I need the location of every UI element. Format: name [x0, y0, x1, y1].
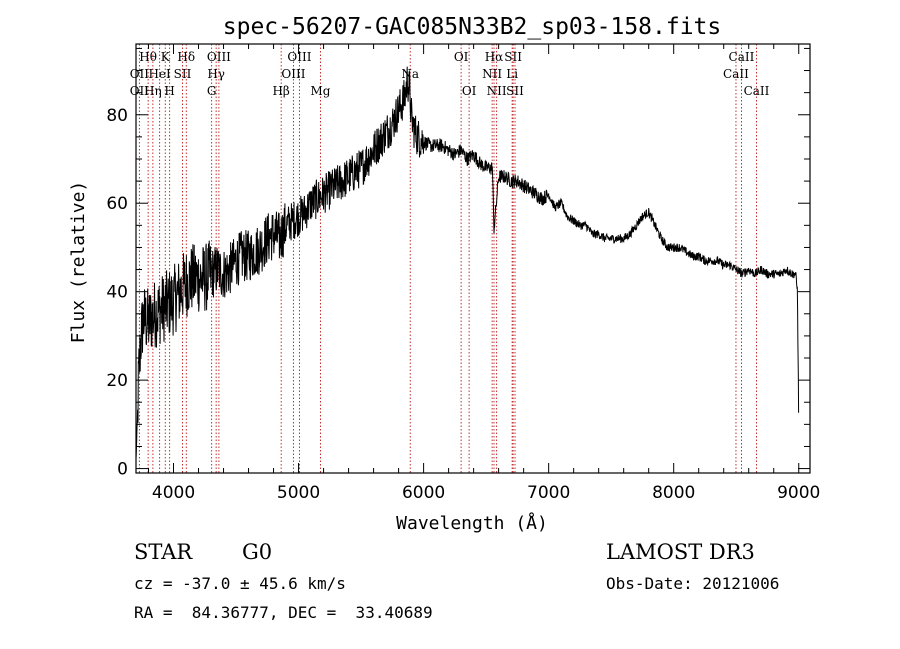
x-tick-label: 5000 — [277, 483, 320, 503]
redshift-velocity: cz = -37.0 ± 45.6 km/s — [134, 574, 346, 593]
y-tick-label: 0 — [117, 460, 128, 480]
line-marker-label: Hα — [485, 50, 504, 64]
line-marker-label: CaII — [723, 67, 749, 81]
line-marker-label: CaII — [729, 50, 755, 64]
x-tick-label: 8000 — [652, 483, 695, 503]
y-axis-label: Flux (relative) — [68, 181, 89, 344]
line-marker-label: OI — [462, 84, 477, 98]
line-marker-label: Hδ — [177, 50, 195, 64]
line-marker-label: OI — [454, 50, 469, 64]
line-marker-label: Na — [401, 67, 419, 81]
plot-frame — [135, 43, 811, 474]
line-marker-label: G — [207, 84, 217, 98]
object-subclass: G0 — [242, 540, 273, 564]
emission-line-labels: Hθ OII OII K HeI Hη H Hδ SII OIII Hγ G OIII OIII Hβ Mg N… — [130, 50, 770, 98]
line-marker-label: CaII — [744, 84, 770, 98]
line-marker-label: OIII — [287, 50, 311, 64]
chart-title: spec-56207-GAC085N33B2_sp03-158.fits — [223, 14, 722, 40]
spectrum-series-line — [135, 66, 800, 459]
y-tick-label: 20 — [106, 371, 128, 391]
line-marker-label: H — [164, 84, 174, 98]
line-marker-label: K — [161, 50, 171, 64]
line-marker-label: Hγ — [207, 67, 225, 81]
line-marker-label: OIII — [207, 50, 231, 64]
line-marker-label: OII — [130, 84, 150, 98]
line-marker-label: NII — [482, 67, 502, 81]
x-tick-label: 7000 — [527, 483, 570, 503]
line-marker-label: HeI — [148, 67, 171, 81]
line-marker-label: SII — [506, 84, 524, 98]
line-marker-label: SII — [174, 67, 192, 81]
y-tick-label: 40 — [106, 283, 128, 303]
object-class: STAR — [134, 540, 193, 564]
line-marker-label: OII — [130, 67, 150, 81]
y-tick-label: 60 — [106, 194, 128, 214]
x-tick-label: 6000 — [402, 483, 445, 503]
line-marker-label: SII — [504, 50, 522, 64]
line-marker-label: OIII — [281, 67, 305, 81]
sky-coordinates: RA = 84.36777, DEC = 33.40689 — [134, 603, 433, 622]
line-marker-label: Hη — [144, 84, 162, 98]
y-tick-label: 80 — [106, 106, 128, 126]
x-tick-label: 9000 — [777, 483, 820, 503]
line-marker-label: Hβ — [272, 84, 289, 98]
x-tick-label: 4000 — [152, 483, 195, 503]
observation-date: Obs-Date: 20121006 — [606, 574, 780, 593]
line-marker-label: NII — [487, 84, 507, 98]
line-marker-label: Li — [506, 67, 518, 81]
line-marker-label: Mg — [310, 84, 330, 98]
x-axis-label: Wavelength (Å) — [396, 512, 548, 534]
line-marker-label: Hθ — [139, 50, 157, 64]
axis-ticks: 4000 5000 6000 7000 8000 9000 0 20 40 60 80 — [106, 44, 820, 503]
survey-name: LAMOST DR3 — [606, 540, 755, 564]
